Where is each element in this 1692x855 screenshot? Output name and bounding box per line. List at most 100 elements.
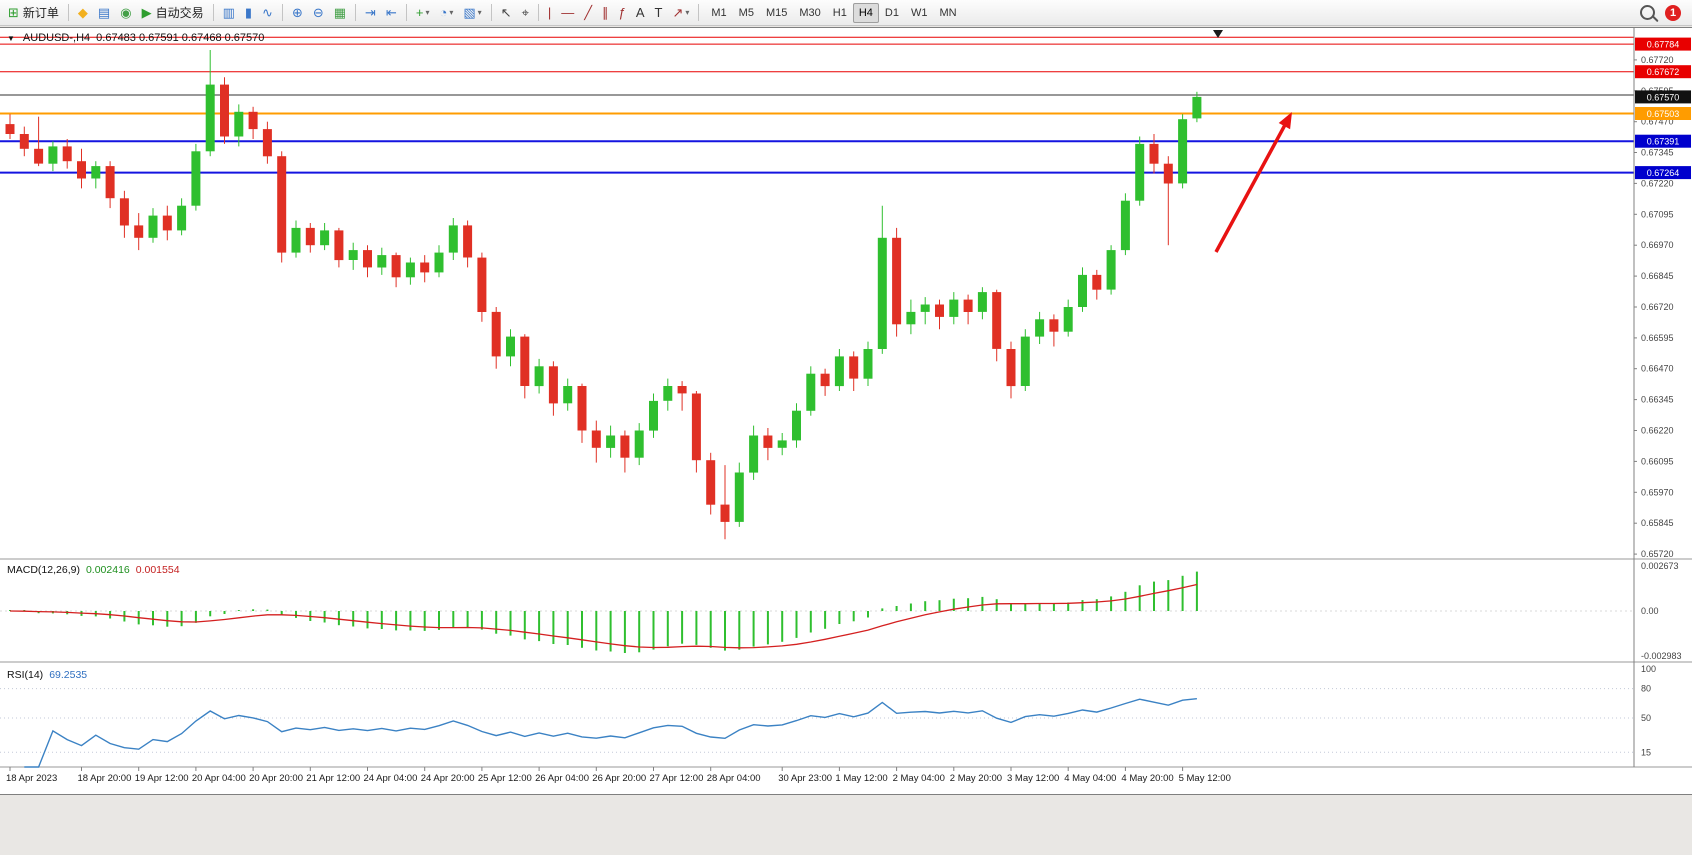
candle-body [105,166,115,199]
fibonacci-icon: ƒ [618,5,626,20]
zoom-in-button[interactable]: ⊕ [287,2,308,24]
fibonacci-button[interactable]: ƒ [614,2,631,24]
time-tick-label: 5 May 12:00 [1179,773,1231,784]
candle-body [48,146,58,164]
market-watch-button[interactable]: ▤ [93,2,115,24]
price-tick-label: 0.67220 [1641,178,1674,188]
chart-canvas[interactable]: 0.677200.675950.674700.673450.672200.670… [0,28,1692,794]
community-button[interactable]: ◉ [115,2,136,24]
autotrading-play-icon: ▶ [141,5,152,20]
cursor-icon: ↖ [500,5,512,20]
candle-body [1120,200,1130,251]
price-axis-labels: 0.677200.675950.674700.673450.672200.670… [1634,55,1674,559]
timeframe-button-d1[interactable]: D1 [884,6,899,19]
arrows-button[interactable]: ↗ ▾ [667,2,694,24]
text-label-button[interactable]: T [650,2,668,24]
trendline-button[interactable]: ╱ [579,2,597,24]
text-button[interactable]: A [631,2,650,24]
time-tick-label: 18 Apr 20:00 [78,773,132,784]
price-badge [1635,90,1691,104]
search-icon[interactable] [1640,5,1655,20]
timeframe-button-m15[interactable]: M15 [765,6,788,19]
periods-button[interactable]: ◔ ▾ [434,2,458,24]
cursor-button[interactable]: ↖ [496,2,517,24]
candle-body [391,255,401,278]
add-indicator-icon: + [415,5,424,20]
candle-body [1192,96,1202,119]
autotrading-button[interactable]: ▶ 自动交易 [137,2,209,24]
candle-body [320,230,330,246]
bar-chart-button[interactable]: ▥ [218,2,240,24]
timeframe-button-mn[interactable]: MN [939,6,957,19]
price-badge [1635,166,1691,180]
channel-icon: ∥ [602,5,609,20]
candle-body [91,166,101,179]
market-watch-icon: ▤ [97,5,111,20]
chart-shift-marker-icon[interactable] [1213,30,1223,38]
channel-button[interactable]: ∥ [597,2,614,24]
candle-body [820,373,830,387]
indicators-button[interactable]: + ▾ [411,2,435,24]
zoom-out-button[interactable]: ⊖ [308,2,329,24]
time-tick-label: 21 Apr 12:00 [306,773,360,784]
price-badge [1635,107,1691,120]
time-tick-label: 19 Apr 12:00 [135,773,189,784]
timeframe-button-h1[interactable]: H1 [832,6,847,19]
price-tick-label: 0.66345 [1641,395,1674,405]
notification-badge[interactable]: 1 [1665,4,1681,21]
text-icon: A [635,5,645,20]
candle-body [949,299,959,317]
toolbar-separator [355,4,357,21]
candle-body [262,129,272,157]
price-tick-label: 0.66220 [1641,426,1674,436]
line-chart-button[interactable]: ∿ [257,2,278,24]
candle-body [5,124,15,134]
candle-body [477,257,487,312]
candlestick-chart-button[interactable]: ▮ [240,2,257,24]
chart-shift-button[interactable]: ⇤ [381,2,402,24]
tile-windows-button[interactable]: ▦ [329,2,351,24]
macd-indicator-row: MACD(12,26,9) 0.002416 0.001554 [7,564,180,576]
macd-axis-label: -0.002983 [1641,651,1682,661]
timeframe-button-m5[interactable]: M5 [738,6,754,19]
templates-button[interactable]: ▧ ▾ [458,2,486,24]
candle-body [606,435,616,448]
candle-body [963,299,973,312]
price-badge-value: 0.67672 [1647,67,1680,77]
candle-body [448,225,458,253]
candle-body [1078,274,1087,307]
candle-body [277,156,287,253]
bar-chart-icon: ▥ [222,5,235,20]
timeframe-button-m1[interactable]: M1 [711,6,727,19]
text-label-icon: T [654,5,663,20]
toolbar-right-group: 1 [1640,4,1689,21]
candle-body [563,386,573,404]
candle-body [220,84,229,137]
price-tick-label: 0.67720 [1641,55,1674,65]
time-tick-label: 4 May 04:00 [1064,773,1116,784]
candle-body [248,111,258,130]
timeframe-button-w1[interactable]: W1 [910,6,928,19]
timeframe-button-m30[interactable]: M30 [799,6,821,19]
candle-body [1020,336,1030,386]
symbol-dropdown-icon[interactable]: ▼ [7,34,15,43]
zoom-in-icon: ⊕ [291,5,303,20]
candle-body [534,366,544,387]
candle-body [1178,119,1188,184]
timeframe-button-h4[interactable]: H4 [852,2,879,23]
crosshair-icon: ⌖ [521,5,529,20]
vertical-line-button[interactable]: | [543,2,556,24]
candle-body [491,311,501,357]
price-tick-label: 0.66970 [1641,240,1674,250]
auto-scroll-button[interactable]: ⇥ [360,2,381,24]
horizontal-line-button[interactable]: — [556,2,579,24]
metaeditor-button[interactable]: ◆ [73,2,93,24]
candle-body [834,356,844,387]
new-order-button[interactable]: ⊞ 新订单 [3,2,64,24]
time-tick-label: 2 May 04:00 [893,773,945,784]
dropdown-caret-icon: ▾ [685,8,690,17]
crosshair-button[interactable]: ⌖ [517,2,534,24]
trend-arrow-annotation[interactable] [1214,112,1292,253]
candle-body [162,215,172,231]
candle-body [205,84,215,152]
